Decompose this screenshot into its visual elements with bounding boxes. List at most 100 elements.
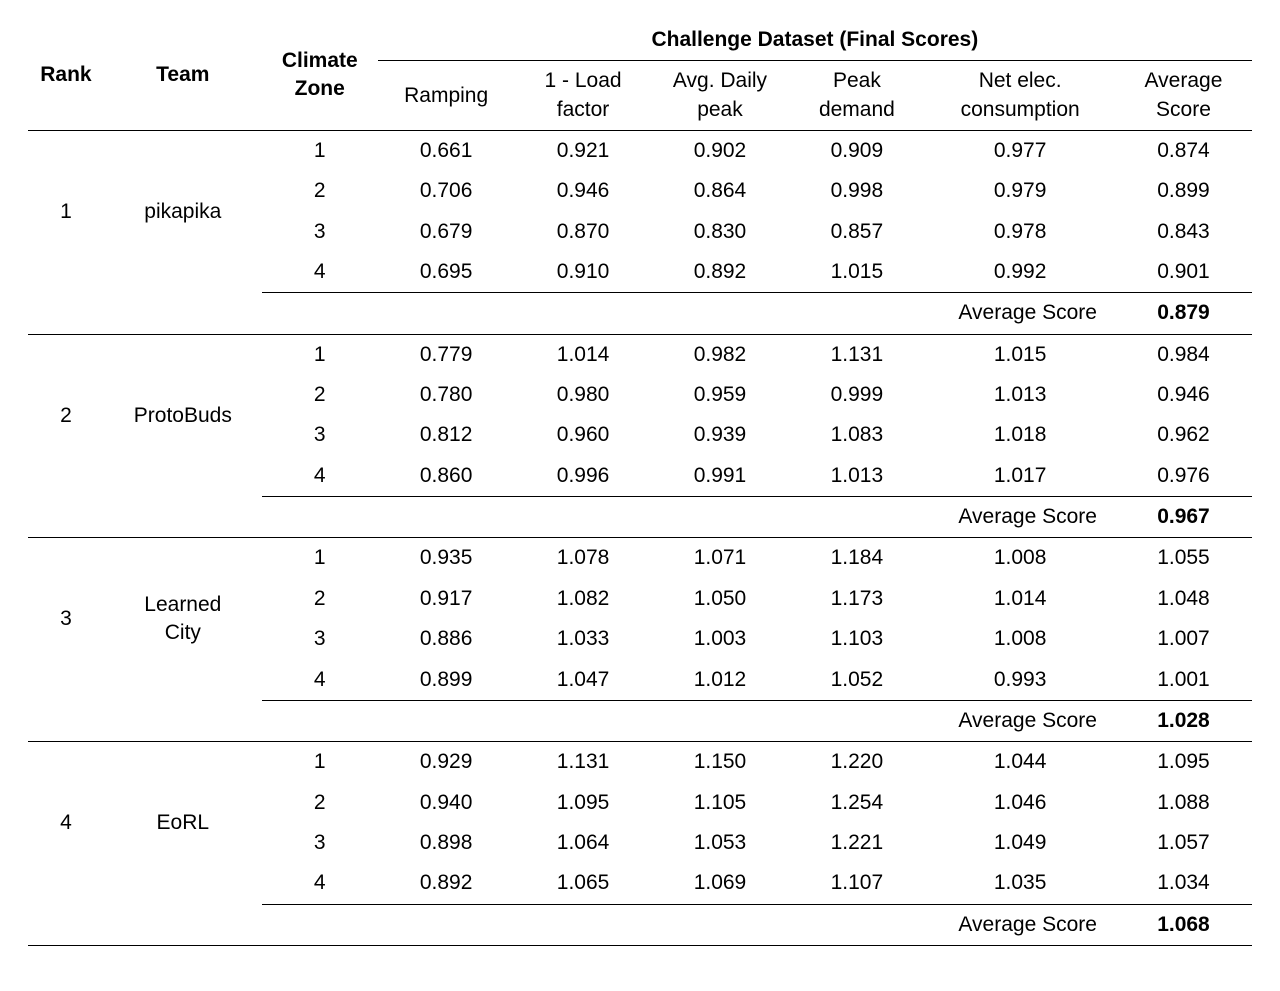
peak-cell: 0.999 — [788, 375, 925, 415]
load-cell: 1.065 — [515, 863, 652, 904]
rank-cell: 1 — [28, 131, 104, 293]
peak-cell: 1.013 — [788, 456, 925, 497]
avg-cell: 1.057 — [1115, 823, 1252, 863]
zone-cell: 3 — [262, 212, 378, 252]
summary-label: Average Score — [925, 904, 1115, 945]
ramping-cell: 0.812 — [378, 415, 515, 455]
avg-cell: 0.843 — [1115, 212, 1252, 252]
summary-value: 0.967 — [1115, 497, 1252, 538]
team-cell: LearnedCity — [104, 538, 262, 700]
zone-cell: 1 — [262, 335, 378, 375]
avg-cell: 0.962 — [1115, 415, 1252, 455]
zone-cell: 1 — [262, 131, 378, 172]
ramping-cell: 0.860 — [378, 456, 515, 497]
load-cell: 0.910 — [515, 252, 652, 293]
net-cell: 0.993 — [925, 660, 1115, 701]
ramping-cell: 0.899 — [378, 660, 515, 701]
ramping-cell: 0.706 — [378, 171, 515, 211]
peak-cell: 1.220 — [788, 742, 925, 782]
peak-cell: 1.083 — [788, 415, 925, 455]
ramping-cell: 0.898 — [378, 823, 515, 863]
load-cell: 1.131 — [515, 742, 652, 782]
avg-cell: 1.055 — [1115, 538, 1252, 578]
ramping-cell: 0.661 — [378, 131, 515, 172]
zone-cell: 4 — [262, 863, 378, 904]
peak-cell: 1.107 — [788, 863, 925, 904]
avg-cell: 0.899 — [1115, 171, 1252, 211]
ramping-cell: 0.779 — [378, 335, 515, 375]
table-row: 2ProtoBuds10.7791.0140.9821.1311.0150.98… — [28, 335, 1252, 375]
zone-cell: 1 — [262, 742, 378, 782]
net-cell: 0.992 — [925, 252, 1115, 293]
zone-cell: 2 — [262, 783, 378, 823]
daily-cell: 1.050 — [652, 579, 789, 619]
avg-cell: 1.007 — [1115, 619, 1252, 659]
avg-cell: 0.976 — [1115, 456, 1252, 497]
zone-cell: 2 — [262, 579, 378, 619]
daily-cell: 1.012 — [652, 660, 789, 701]
daily-cell: 0.939 — [652, 415, 789, 455]
summary-value: 0.879 — [1115, 293, 1252, 334]
daily-cell: 0.982 — [652, 335, 789, 375]
avg-cell: 1.034 — [1115, 863, 1252, 904]
summary-label: Average Score — [925, 497, 1115, 538]
summary-label: Average Score — [925, 700, 1115, 741]
avg-cell: 0.901 — [1115, 252, 1252, 293]
peak-cell: 1.254 — [788, 783, 925, 823]
scores-table: Rank Team Climate Zone Challenge Dataset… — [28, 20, 1252, 946]
zone-cell: 2 — [262, 171, 378, 211]
load-cell: 1.014 — [515, 335, 652, 375]
daily-cell: 0.902 — [652, 131, 789, 172]
ramping-cell: 0.886 — [378, 619, 515, 659]
zone-cell: 4 — [262, 660, 378, 701]
net-cell: 1.008 — [925, 538, 1115, 578]
avg-cell: 1.088 — [1115, 783, 1252, 823]
avg-cell: 1.001 — [1115, 660, 1252, 701]
load-cell: 1.033 — [515, 619, 652, 659]
rank-cell: 3 — [28, 538, 104, 700]
net-cell: 1.015 — [925, 335, 1115, 375]
daily-cell: 1.150 — [652, 742, 789, 782]
load-cell: 0.921 — [515, 131, 652, 172]
zone-header-line2: Zone — [295, 77, 345, 100]
daily-cell: 0.959 — [652, 375, 789, 415]
avg-cell: 1.048 — [1115, 579, 1252, 619]
peak-cell: 1.221 — [788, 823, 925, 863]
col-daily-header: Avg. Daily peak — [652, 61, 789, 131]
peak-cell: 1.052 — [788, 660, 925, 701]
summary-row: Average Score0.879 — [28, 293, 1252, 334]
summary-value: 1.028 — [1115, 700, 1252, 741]
peak-cell: 0.909 — [788, 131, 925, 172]
peak-cell: 1.173 — [788, 579, 925, 619]
col-peak-header: Peak demand — [788, 61, 925, 131]
load-cell: 0.960 — [515, 415, 652, 455]
load-cell: 0.996 — [515, 456, 652, 497]
ramping-cell: 0.892 — [378, 863, 515, 904]
daily-cell: 0.991 — [652, 456, 789, 497]
load-cell: 0.870 — [515, 212, 652, 252]
avg-cell: 0.946 — [1115, 375, 1252, 415]
ramping-cell: 0.695 — [378, 252, 515, 293]
net-cell: 0.977 — [925, 131, 1115, 172]
super-header: Challenge Dataset (Final Scores) — [378, 20, 1252, 61]
summary-row: Average Score1.028 — [28, 700, 1252, 741]
zone-header-line1: Climate — [282, 49, 358, 72]
col-avg-header: Average Score — [1115, 61, 1252, 131]
load-cell: 0.980 — [515, 375, 652, 415]
team-cell: pikapika — [104, 131, 262, 293]
ramping-cell: 0.940 — [378, 783, 515, 823]
avg-cell: 0.874 — [1115, 131, 1252, 172]
table-row: 3LearnedCity10.9351.0781.0711.1841.0081.… — [28, 538, 1252, 578]
load-cell: 0.946 — [515, 171, 652, 211]
daily-cell: 0.830 — [652, 212, 789, 252]
load-cell: 1.082 — [515, 579, 652, 619]
daily-cell: 1.053 — [652, 823, 789, 863]
net-cell: 1.049 — [925, 823, 1115, 863]
peak-cell: 1.184 — [788, 538, 925, 578]
load-cell: 1.047 — [515, 660, 652, 701]
daily-cell: 1.069 — [652, 863, 789, 904]
daily-cell: 1.003 — [652, 619, 789, 659]
zone-cell: 3 — [262, 619, 378, 659]
peak-cell: 1.103 — [788, 619, 925, 659]
peak-cell: 0.857 — [788, 212, 925, 252]
